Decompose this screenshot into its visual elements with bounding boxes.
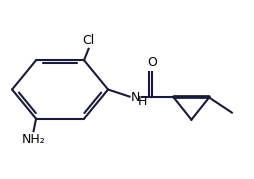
Text: N: N — [131, 91, 140, 104]
Text: NH₂: NH₂ — [22, 133, 45, 146]
Text: Cl: Cl — [83, 34, 95, 47]
Text: H: H — [138, 95, 147, 108]
Text: O: O — [147, 56, 157, 69]
